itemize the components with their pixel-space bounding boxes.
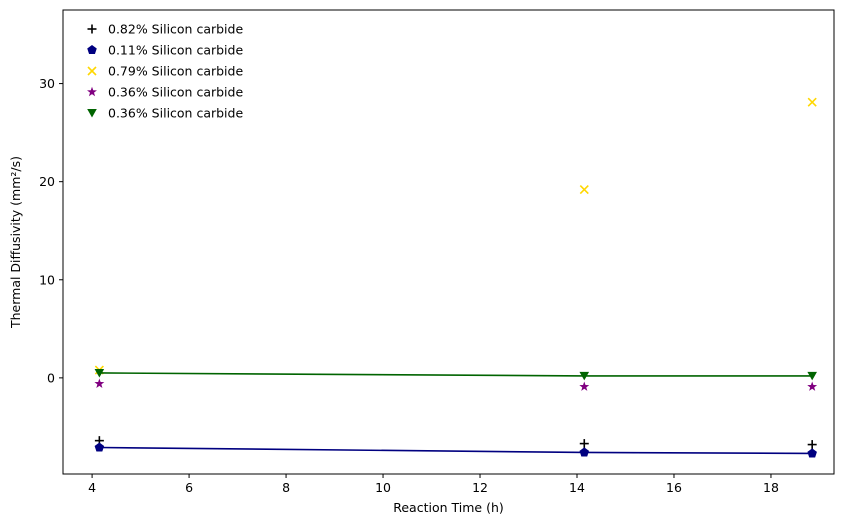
x-axis-label: Reaction Time (h) xyxy=(393,500,504,515)
x-tick-label: 12 xyxy=(472,480,488,495)
x-tick-label: 14 xyxy=(569,480,585,495)
y-tick-label: 20 xyxy=(39,174,55,189)
plot-frame xyxy=(62,9,835,475)
y-axis-label: Thermal Diffusivity (mm²/s) xyxy=(8,156,23,329)
x-tick-label: 4 xyxy=(88,480,96,495)
legend-label: 0.36% Silicon carbide xyxy=(108,85,243,100)
data-point xyxy=(807,448,817,458)
legend-marker xyxy=(87,45,97,55)
series-line xyxy=(99,446,813,455)
legend-item: 0.36% Silicon carbide xyxy=(87,85,243,100)
legend-item: 0.82% Silicon carbide xyxy=(87,22,243,37)
y-axis: 0 10 20 30 xyxy=(39,76,63,385)
legend-marker xyxy=(87,66,97,76)
x-tick-label: 8 xyxy=(282,480,290,495)
data-point xyxy=(94,368,105,378)
x-axis: 4 6 8 10 12 14 16 18 xyxy=(88,474,779,495)
data-point xyxy=(94,378,105,388)
legend-label: 0.82% Silicon carbide xyxy=(108,22,243,37)
legend-item: 0.79% Silicon carbide xyxy=(87,64,243,79)
data-point xyxy=(579,447,590,457)
plot-area xyxy=(94,97,818,458)
legend-marker xyxy=(87,24,97,34)
y-tick-label: 0 xyxy=(47,370,55,385)
legend-marker xyxy=(87,109,97,118)
y-tick-label: 10 xyxy=(39,272,55,287)
legend-item: 0.11% Silicon carbide xyxy=(87,43,243,58)
x-tick-label: 16 xyxy=(666,480,682,495)
data-point xyxy=(807,97,817,107)
legend-label: 0.11% Silicon carbide xyxy=(108,43,243,58)
series-1 xyxy=(94,436,817,450)
legend: 0.82% Silicon carbide 0.11% Silicon carbi… xyxy=(87,22,243,121)
legend-item: 0.36% Silicon carbide xyxy=(87,106,243,121)
legend-marker xyxy=(87,86,97,97)
data-point xyxy=(579,371,590,381)
data-point xyxy=(94,442,105,452)
data-point xyxy=(807,440,817,450)
x-tick-label: 18 xyxy=(763,480,779,495)
x-tick-label: 6 xyxy=(185,480,193,495)
y-tick-label: 30 xyxy=(39,76,55,91)
legend-label: 0.79% Silicon carbide xyxy=(108,64,243,79)
series-4 xyxy=(94,378,818,391)
data-point xyxy=(579,381,590,391)
series-line xyxy=(99,372,813,377)
series-2 xyxy=(94,442,817,458)
x-tick-label: 10 xyxy=(375,480,391,495)
data-point xyxy=(579,184,589,195)
series-3 xyxy=(94,97,817,375)
data-point xyxy=(807,371,817,381)
data-point xyxy=(579,439,589,449)
data-point xyxy=(807,381,818,391)
series-5 xyxy=(94,368,817,381)
legend-label: 0.36% Silicon carbide xyxy=(108,106,243,121)
